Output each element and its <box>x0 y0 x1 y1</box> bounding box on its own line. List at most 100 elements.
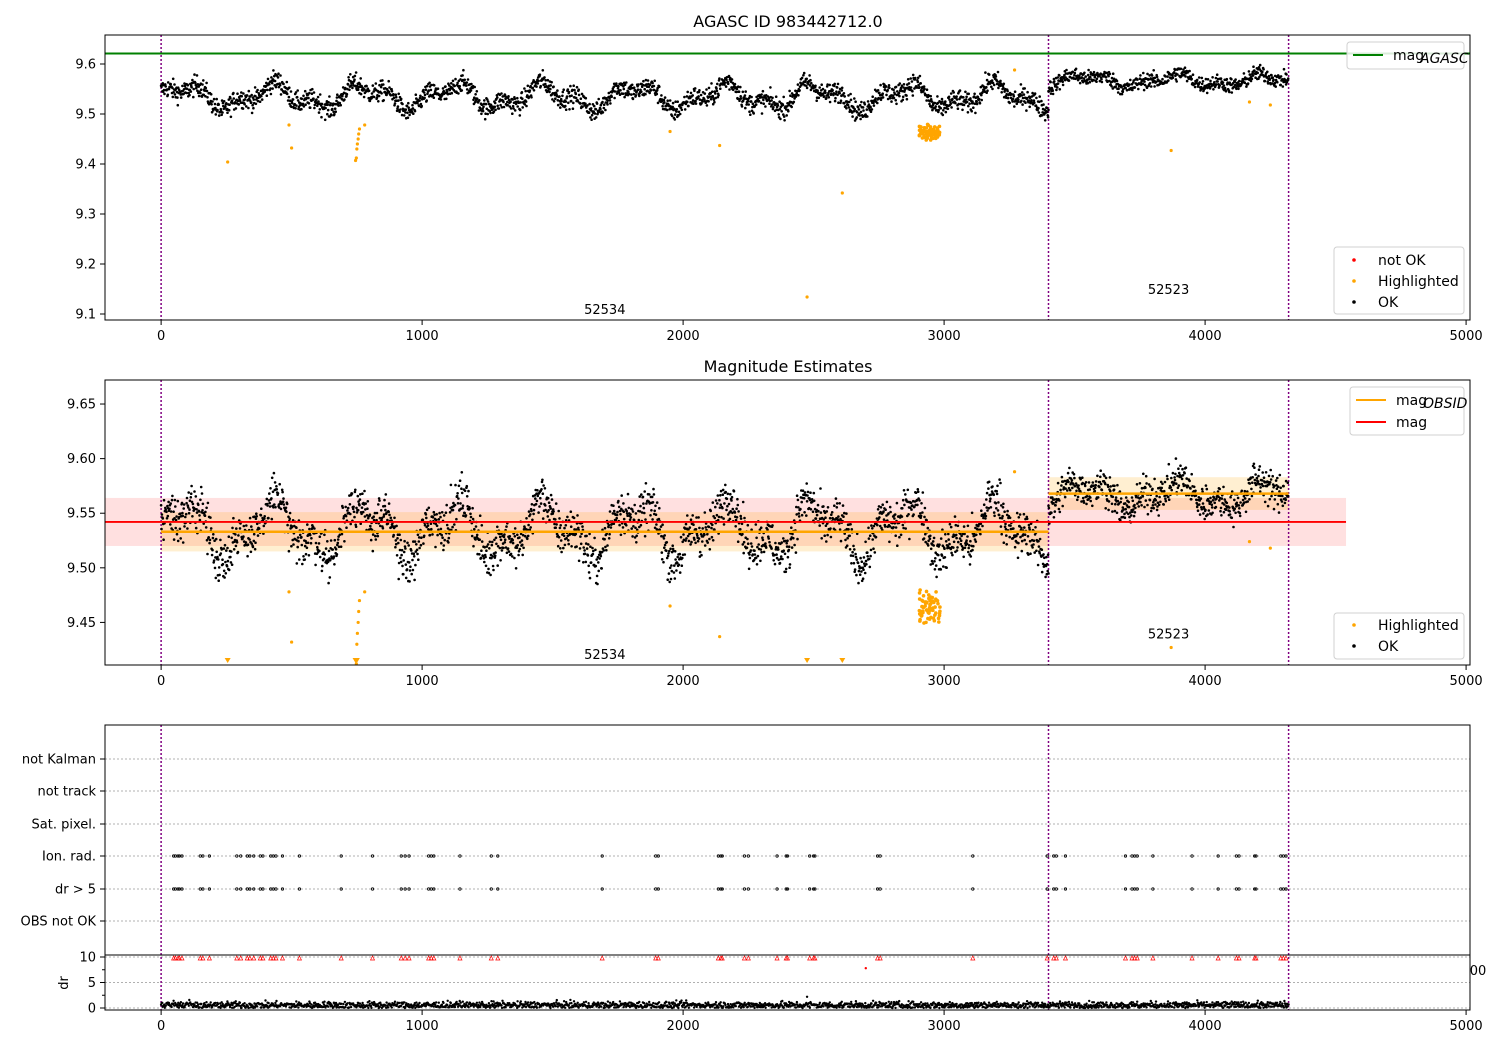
ok-point <box>224 560 227 564</box>
ok-point <box>612 509 616 513</box>
ok-point <box>920 502 923 505</box>
ok-point <box>279 507 283 511</box>
ok-point <box>416 552 419 556</box>
ok-point <box>273 84 277 87</box>
ok-point <box>834 497 838 500</box>
ok-point <box>434 545 437 549</box>
ok-point <box>302 555 305 558</box>
legend-dot-swatch <box>1352 300 1356 304</box>
ok-point <box>805 482 808 485</box>
ok-point <box>711 102 715 106</box>
ok-point <box>197 510 201 513</box>
ok-point <box>229 561 233 564</box>
ok-point <box>602 549 606 552</box>
ok-point <box>352 510 356 514</box>
ok-point <box>904 493 907 496</box>
ok-point <box>996 80 999 83</box>
ok-point <box>805 84 808 88</box>
ok-point <box>1276 80 1279 84</box>
ok-point <box>318 555 322 559</box>
ok-point <box>179 537 182 540</box>
ok-point <box>706 533 709 536</box>
ok-point <box>772 106 775 109</box>
ok-point <box>992 83 996 87</box>
ok-point <box>1001 84 1005 88</box>
ok-point <box>1218 84 1221 87</box>
ok-point <box>478 553 481 556</box>
ok-point <box>654 504 657 508</box>
ok-point <box>212 97 216 101</box>
ok-point <box>680 564 684 567</box>
ok-point <box>400 553 403 557</box>
ok-point <box>388 86 391 89</box>
ok-point <box>888 540 891 544</box>
ok-point <box>644 482 648 485</box>
ok-point <box>925 88 929 91</box>
ok-point <box>594 564 598 568</box>
ok-point <box>415 548 419 552</box>
ok-point <box>187 511 191 515</box>
ok-point <box>341 506 345 510</box>
ok-point <box>422 534 426 538</box>
ok-point <box>972 106 975 109</box>
ok-point <box>320 115 323 119</box>
ok-point <box>564 108 568 111</box>
ok-point <box>498 535 502 539</box>
ok-point <box>679 535 683 539</box>
ok-point <box>229 97 232 100</box>
ok-point <box>594 107 598 111</box>
ok-point <box>301 102 305 106</box>
ok-point <box>739 528 742 531</box>
ok-point <box>275 485 278 488</box>
ok-point <box>608 99 612 102</box>
ok-point <box>519 101 522 104</box>
ok-point <box>538 73 542 76</box>
ok-point <box>615 513 619 517</box>
ok-point <box>1001 514 1004 518</box>
ok-point <box>508 535 512 538</box>
ok-point <box>474 93 477 96</box>
ok-point <box>462 68 465 72</box>
ok-point <box>329 539 333 542</box>
ok-point <box>255 515 258 518</box>
ok-point <box>964 90 967 94</box>
ok-point <box>975 533 978 537</box>
ok-point <box>366 507 369 511</box>
ok-point <box>965 100 969 104</box>
ok-point <box>575 545 578 548</box>
ok-point <box>221 558 224 561</box>
ok-point <box>397 541 400 545</box>
ok-point <box>1161 77 1164 81</box>
highlighted-point <box>356 137 360 141</box>
ok-point <box>1098 79 1102 83</box>
ok-point <box>825 96 828 100</box>
ok-point <box>761 538 765 542</box>
ok-point <box>938 558 942 562</box>
ok-point <box>484 112 487 115</box>
ok-point <box>826 533 829 537</box>
ok-point <box>625 81 628 84</box>
ok-point <box>790 105 793 109</box>
ok-point <box>828 516 832 520</box>
ok-point <box>957 540 960 544</box>
ok-point <box>691 514 694 517</box>
ok-point <box>746 99 750 103</box>
ok-point <box>383 504 387 508</box>
ok-point <box>1009 524 1012 527</box>
ok-point <box>687 539 691 543</box>
ok-point <box>167 500 170 504</box>
ok-point <box>1138 77 1142 80</box>
x-tick-label: 5000 <box>1450 329 1483 344</box>
ok-point <box>855 573 858 577</box>
ok-point <box>406 116 410 119</box>
ok-point <box>311 87 314 91</box>
ok-point <box>269 487 272 490</box>
ok-point <box>771 96 774 100</box>
ok-point <box>952 540 956 544</box>
ok-point <box>1074 67 1078 71</box>
ok-point <box>818 524 821 527</box>
ok-point <box>502 546 505 550</box>
ok-point <box>502 105 506 109</box>
ok-point <box>660 558 664 561</box>
ok-point <box>722 523 726 526</box>
